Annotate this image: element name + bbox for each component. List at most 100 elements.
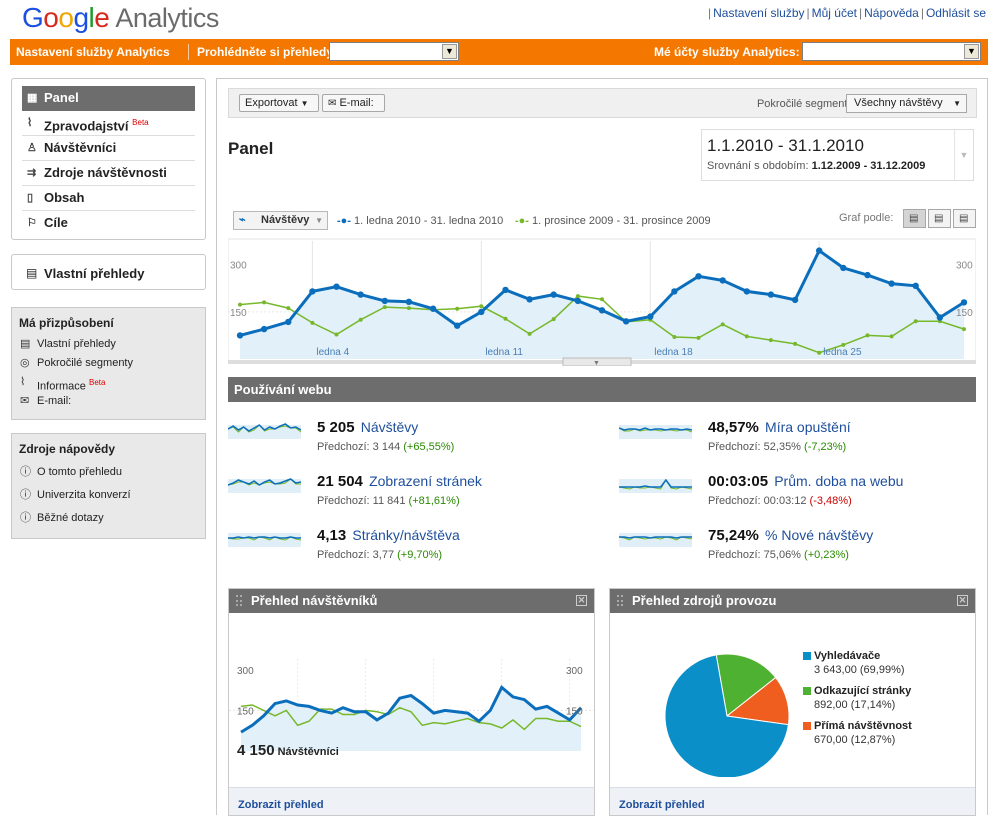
page-title: Panel	[228, 139, 274, 158]
previous-value: 11 841	[372, 495, 406, 507]
my-accounts-select[interactable]: ▼	[802, 42, 981, 61]
settings-link[interactable]: Nastavení služby	[713, 6, 805, 20]
drag-handle-icon[interactable]	[617, 595, 623, 606]
intelligence-item[interactable]: ⌇ Informace Beta	[19, 373, 198, 393]
data-point-current	[622, 318, 630, 325]
graph-by-label: Graf podle:	[839, 212, 894, 224]
data-point-previous	[358, 317, 363, 322]
analytics-settings-link[interactable]: Nastavení služby Analytics	[16, 45, 170, 59]
change-percent: (+0,23%)	[804, 549, 849, 561]
item-label: O tomto přehledu	[37, 466, 122, 478]
drag-handle-icon[interactable]	[236, 595, 242, 606]
data-point-previous	[262, 300, 267, 305]
sidebar-item-label: Cíle	[44, 215, 68, 230]
custom-reports-item[interactable]: ▤ Vlastní přehledy	[19, 335, 198, 354]
data-point-current	[381, 297, 388, 305]
metric-value-row: 75,24% % Nové návštěvy	[708, 527, 873, 544]
metric-value: 4,13	[317, 527, 347, 544]
report-icon: ▤	[20, 338, 31, 350]
sign-out-link[interactable]: Odhlásit se	[925, 6, 986, 20]
conversion-university-item[interactable]: ⓘ Univerzita konverzí	[19, 484, 198, 507]
close-icon[interactable]: ✕	[576, 595, 587, 606]
export-label: Exportovat	[245, 97, 298, 109]
metric-value: 48,57%	[708, 419, 759, 436]
date-range: 1.1.2010 - 31.1.2010	[707, 136, 864, 155]
data-point-current	[960, 299, 968, 306]
metric-name-link[interactable]: Návštěvy	[360, 419, 419, 435]
data-point-previous	[575, 294, 580, 299]
graph-by-day-button[interactable]: ▤	[903, 209, 926, 228]
common-questions-item[interactable]: ⓘ Běžné dotazy	[19, 507, 198, 530]
legend-swatch	[803, 722, 811, 730]
graph-by-month-button[interactable]: ▤	[953, 209, 976, 228]
sidebar-item-panel[interactable]: ▦ Panel	[22, 86, 195, 111]
metric-name-link[interactable]: Prům. doba na webu	[774, 473, 904, 489]
export-button[interactable]: Exportovat ▼	[239, 94, 319, 112]
about-report-item[interactable]: ⓘ O tomto přehledu	[19, 461, 198, 484]
data-point-previous	[334, 332, 339, 337]
toolbar: Exportovat ▼ ✉ E-mail: Pokročilé segment…	[228, 88, 977, 118]
series-previous-marker: -●-	[515, 215, 529, 227]
legend-previous: -●- 1. prosince 2009 - 31. prosince 2009	[515, 215, 711, 227]
main-chart-svg: 300 150 300 150 ledna 4 ledna 11 ledna 18 ledna…	[228, 238, 976, 366]
graph-by-week-button[interactable]: ▤	[928, 209, 951, 228]
my-customizations-title: Má přizpůsobení	[19, 316, 114, 330]
custom-reports-link[interactable]: Vlastní přehledy	[44, 266, 145, 281]
data-point-current	[260, 325, 268, 333]
metric-name-link[interactable]: Stránky/návštěva	[352, 527, 460, 543]
email-item[interactable]: ✉ E-mail:	[19, 392, 198, 411]
chevron-down-icon[interactable]: ▼	[954, 130, 973, 180]
custom-report-icon: ▤	[26, 266, 38, 280]
data-point-current	[333, 283, 340, 290]
my-account-link[interactable]: Můj účet	[811, 6, 857, 20]
area-current	[240, 250, 964, 359]
widget-footer: Zobrazit přehled	[229, 787, 594, 815]
view-report-link[interactable]: Zobrazit přehled	[238, 799, 324, 811]
metric-item: 48,57% Míra opuštění Předchozí: 52,35% (-…	[619, 419, 959, 464]
y-tick-label: 300	[230, 261, 247, 272]
logo-product: Analytics	[115, 3, 219, 33]
metric-select[interactable]: ⌁ Návštěvy ▼	[233, 211, 328, 230]
sidebar-item-visitors[interactable]: ♙ Návštěvníci	[22, 136, 195, 161]
view-report-link[interactable]: Zobrazit přehled	[619, 799, 705, 811]
main-panel: Exportovat ▼ ✉ E-mail: Pokročilé segment…	[216, 78, 988, 816]
close-icon[interactable]: ✕	[957, 595, 968, 606]
data-point-previous	[841, 342, 846, 347]
pie-slice	[715, 653, 777, 717]
sidebar-item-intelligence[interactable]: ⌇ Zpravodajství Beta	[22, 111, 195, 136]
item-label: Pokročilé segmenty	[37, 357, 133, 369]
metric-value-row: 5 205 Návštěvy	[317, 419, 418, 436]
y-tick-label: 150	[566, 706, 583, 717]
help-link[interactable]: Nápověda	[864, 6, 919, 20]
y-tick-label: 300	[566, 666, 583, 677]
metric-value: 75,24%	[708, 527, 759, 544]
data-point-previous	[744, 334, 749, 339]
email-button[interactable]: ✉ E-mail:	[322, 94, 385, 112]
sidebar-item-goals[interactable]: ⚐ Cíle	[22, 211, 195, 236]
sparkline	[228, 423, 301, 439]
metric-name-link[interactable]: Zobrazení stránek	[369, 473, 482, 489]
google-analytics-logo[interactable]: Google Analytics	[22, 2, 219, 33]
question-icon: ⓘ	[20, 466, 31, 478]
advanced-segments-item[interactable]: ◎ Pokročilé segmenty	[19, 354, 198, 373]
item-label: Běžné dotazy	[37, 512, 104, 524]
data-point-current	[864, 271, 871, 279]
data-point-current	[719, 277, 726, 284]
data-point-current	[526, 296, 533, 303]
visitors-count: 4 150 Návštěvníci	[237, 742, 339, 759]
date-range-picker[interactable]: 1.1.2010 - 31.1.2010 Srovnání s obdobím:…	[701, 129, 974, 181]
data-point-current	[816, 247, 823, 254]
metric-name-link[interactable]: % Nové návštěvy	[765, 527, 874, 543]
sidebar-item-content[interactable]: ▯ Obsah	[22, 186, 195, 211]
segments-select[interactable]: Všechny návštěvy ▼	[846, 94, 967, 113]
legend-value: 892,00 (17,14%)	[814, 699, 896, 711]
data-point-current	[912, 282, 919, 289]
data-point-previous	[793, 341, 798, 346]
custom-reports-box[interactable]: ▤ Vlastní přehledy	[11, 254, 206, 290]
data-point-previous	[382, 305, 387, 310]
metric-name-link[interactable]: Míra opuštění	[765, 419, 851, 435]
browse-reports-select[interactable]: ▼	[329, 42, 459, 61]
chevron-down-icon: ▼	[442, 44, 457, 59]
sidebar-item-traffic-sources[interactable]: ⇉ Zdroje návštěvnosti	[22, 161, 195, 186]
segments-label: Pokročilé segmenty:	[756, 98, 856, 110]
